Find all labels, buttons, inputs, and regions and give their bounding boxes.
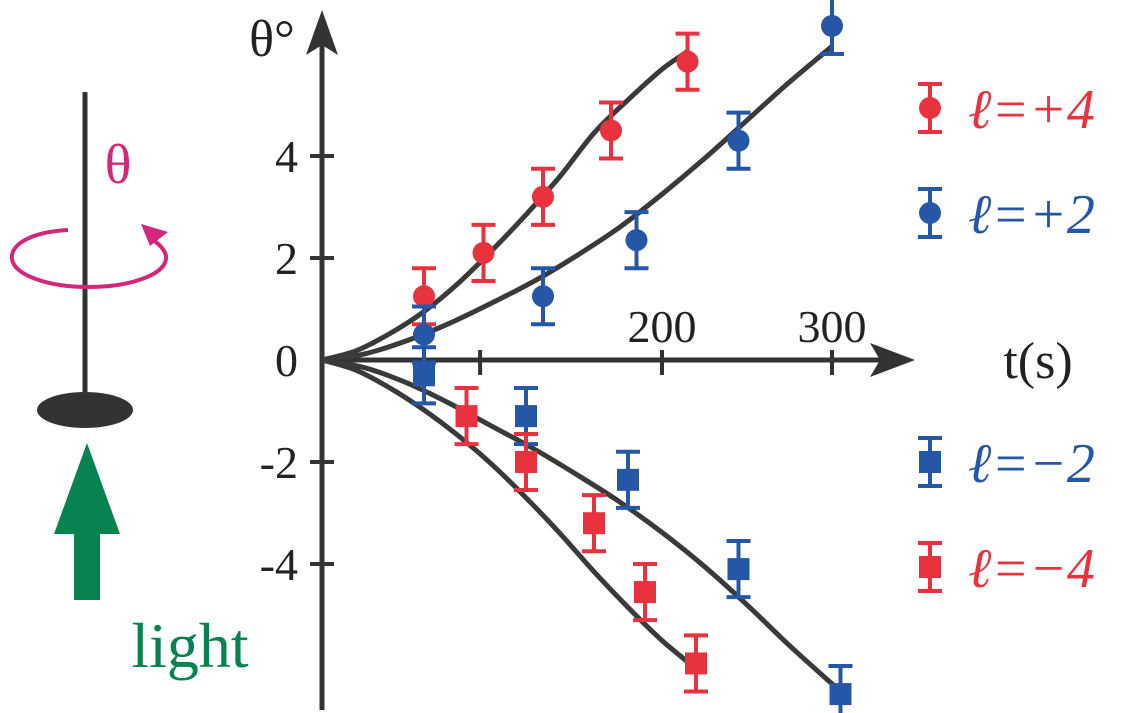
- marker-circle: [727, 129, 750, 152]
- data-point-s2-4: [828, 664, 853, 713]
- marker-square: [515, 451, 537, 473]
- marker-circle: [625, 229, 648, 252]
- rotation-arrow-icon: [9, 228, 169, 290]
- legend-item-0: ℓ=+4: [918, 79, 1095, 141]
- data-point-s0-3: [599, 100, 623, 161]
- data-point-s2-3: [726, 539, 751, 600]
- legend-label-1: ℓ=+2: [968, 184, 1095, 246]
- data-point-s3-0: [454, 386, 479, 447]
- marker-square: [413, 364, 435, 387]
- legend: ℓ=+4 ℓ=+2 ℓ=−2 ℓ=−4: [918, 79, 1095, 600]
- marker-circle: [676, 50, 699, 73]
- y-tick-label-4: 4: [275, 131, 298, 182]
- marker-square: [634, 581, 656, 604]
- y-axis-arrow-icon: [306, 10, 338, 55]
- marker-square: [583, 512, 605, 535]
- data-point-s2-0: [412, 345, 436, 406]
- legend-item-2: ℓ=−2: [918, 433, 1095, 495]
- data-point-s3-3: [633, 562, 657, 623]
- data-point-s1-1: [531, 266, 555, 327]
- legend-item-1: ℓ=+2: [918, 184, 1095, 246]
- light-arrow-icon: [54, 443, 120, 600]
- y-tick-label-2: 2: [275, 233, 298, 284]
- legend-marker-square: [919, 556, 941, 578]
- axes: θ° t(s): [249, 10, 1073, 710]
- marker-circle: [821, 14, 843, 37]
- fit-curve-0: [321, 49, 689, 363]
- marker-square: [617, 468, 639, 491]
- legend-marker-circle: [919, 97, 941, 119]
- y-tick-label--4: -4: [260, 539, 298, 590]
- legend-label-3: ℓ=−4: [968, 538, 1095, 600]
- light-label: light: [131, 610, 249, 681]
- data-point-s1-3: [726, 110, 751, 171]
- data-point-s0-2: [531, 166, 555, 227]
- pendulum-disk: [37, 392, 133, 428]
- data-point-s3-1: [514, 431, 538, 493]
- marker-circle: [600, 119, 622, 142]
- marker-square: [455, 405, 478, 428]
- y-axis-label: θ°: [249, 11, 295, 68]
- data-point-s2-2: [616, 449, 640, 510]
- pendulum-illustration: θ light: [9, 92, 249, 681]
- data-point-s0-4: [675, 31, 700, 92]
- fit-curve-1: [321, 44, 834, 363]
- marker-square: [685, 652, 707, 675]
- marker-circle: [413, 285, 435, 308]
- legend-label-2: ℓ=−2: [968, 433, 1095, 495]
- legend-item-3: ℓ=−4: [918, 538, 1095, 600]
- x-tick-label-300: 300: [798, 301, 867, 352]
- y-tick-label-0: 0: [275, 335, 298, 386]
- data-points: [412, 0, 853, 713]
- data-point-s3-2: [582, 493, 606, 554]
- fit-curve-3: [321, 357, 698, 671]
- x-axis-label: t(s): [1003, 333, 1072, 390]
- x-axis-arrow-icon: [870, 343, 915, 377]
- legend-marker-square: [919, 451, 941, 473]
- theta-label: θ: [105, 134, 132, 196]
- data-point-s1-2: [624, 210, 649, 271]
- marker-square: [829, 683, 852, 706]
- legend-marker-circle: [919, 202, 941, 224]
- marker-circle: [532, 285, 554, 308]
- ticks: 200 300 4 2 0 -2 -4: [260, 131, 867, 590]
- marker-square: [727, 558, 750, 581]
- data-point-s0-1: [471, 222, 496, 283]
- x-tick-label-200: 200: [628, 301, 697, 352]
- data-point-s3-4: [684, 633, 708, 694]
- rotation-arrowhead-icon: [141, 224, 168, 246]
- y-tick-label--2: -2: [260, 437, 298, 488]
- fit-curves: [321, 44, 843, 694]
- marker-circle: [472, 241, 495, 264]
- marker-square: [515, 405, 537, 428]
- marker-circle: [413, 323, 435, 346]
- data-point-s1-4: [820, 0, 844, 56]
- legend-label-0: ℓ=+4: [968, 79, 1095, 141]
- marker-circle: [532, 185, 554, 208]
- fit-curve-2: [321, 357, 843, 694]
